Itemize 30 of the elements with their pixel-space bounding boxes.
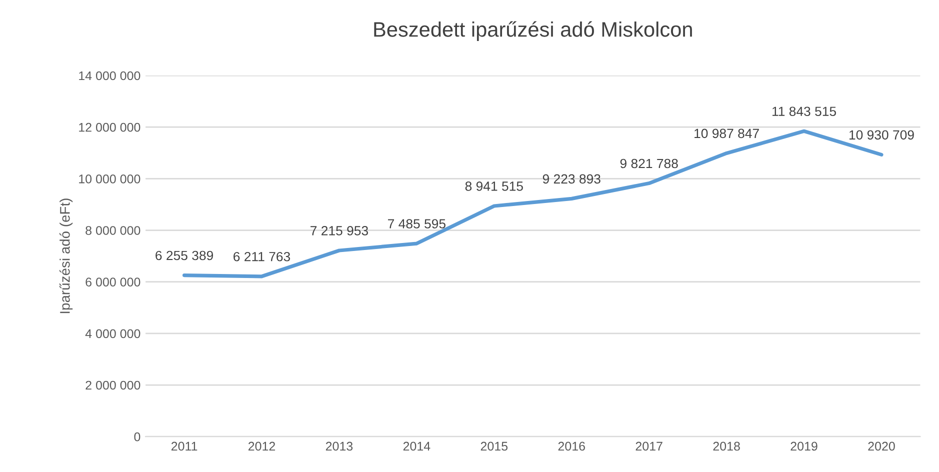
data-label: 7 485 595	[388, 219, 446, 228]
data-label: 10 987 847	[694, 128, 759, 138]
x-tick-label: 2013	[326, 442, 353, 451]
x-tick-label: 2015	[480, 442, 508, 451]
y-tick-label: 14 000 000	[79, 71, 140, 80]
data-label: 7 215 953	[310, 226, 368, 236]
data-label: 6 255 389	[156, 250, 214, 260]
x-tick-label: 2012	[248, 442, 276, 451]
y-tick-label: 8 000 000	[86, 226, 140, 235]
y-tick-label: 12 000 000	[79, 122, 140, 132]
data-label: 10 930 709	[849, 130, 914, 140]
x-tick-label: 2018	[713, 442, 740, 451]
chart-title: Beszedett iparűzési adó Miskolcon	[374, 21, 692, 41]
y-axis-title: Iparűzési adó (eFt)	[59, 198, 73, 314]
data-label: 9 223 893	[542, 174, 600, 184]
y-tick-label: 10 000 000	[79, 174, 140, 184]
x-tick-label: 2011	[171, 442, 198, 451]
y-tick-label: 0	[134, 432, 140, 442]
data-label: 9 821 788	[620, 158, 678, 168]
y-tick-label: 6 000 000	[86, 278, 140, 287]
data-label: 11 843 515	[772, 106, 836, 116]
x-tick-label: 2014	[403, 442, 430, 451]
x-tick-label: 2017	[636, 442, 662, 451]
data-label: 6 211 763	[234, 252, 290, 262]
x-tick-label: 2016	[558, 442, 585, 451]
y-tick-label: 4 000 000	[85, 329, 140, 338]
x-tick-label: 2020	[868, 442, 895, 451]
y-tick-label: 2 000 000	[86, 380, 140, 390]
data-label: 8 941 515	[465, 182, 523, 191]
x-tick-label: 2019	[790, 442, 818, 451]
